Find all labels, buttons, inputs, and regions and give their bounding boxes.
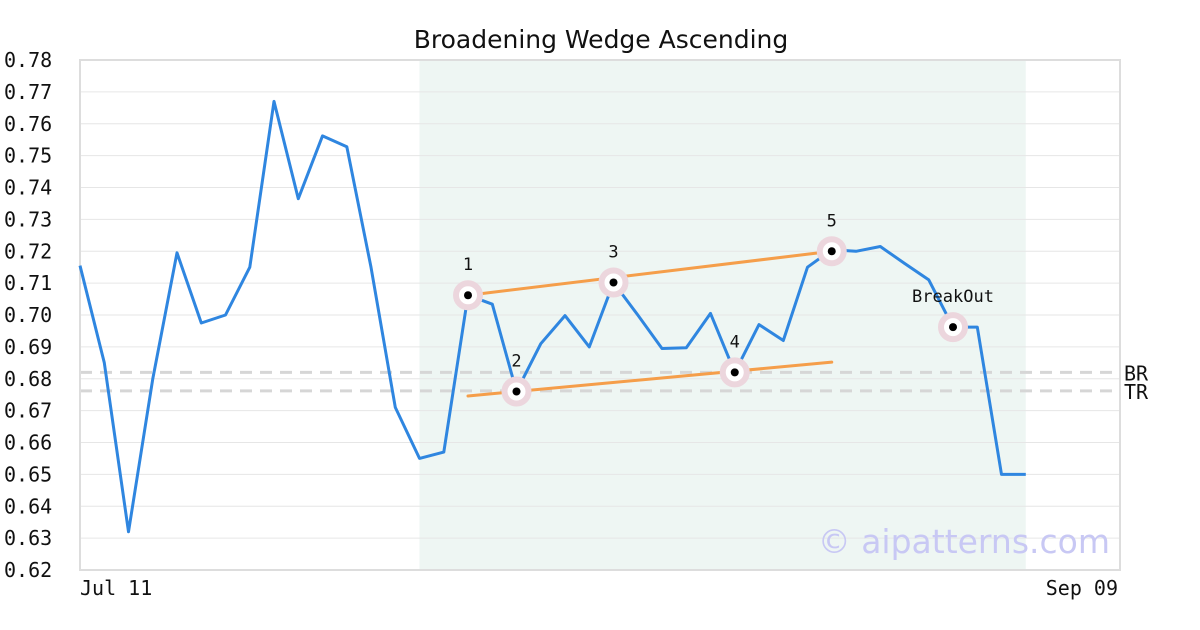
- plot-border: [79, 59, 1121, 571]
- y-tick-label: 0.63: [4, 526, 52, 550]
- y-tick-label: 0.73: [4, 207, 52, 231]
- x-tick-label: Sep 09: [1046, 576, 1118, 600]
- watermark: © aipatterns.com: [818, 522, 1110, 561]
- y-tick-label: 0.72: [4, 239, 52, 263]
- y-tick-label: 0.76: [4, 112, 52, 136]
- chart-title: Broadening Wedge Ascending: [414, 25, 789, 54]
- y-tick-label: 0.70: [4, 303, 52, 327]
- level-label: TR: [1124, 380, 1149, 404]
- pattern-point-label: 3: [608, 242, 618, 262]
- y-tick-label: 0.64: [4, 494, 52, 518]
- pattern-point: [949, 323, 957, 332]
- x-axis-ticks: Jul 11 Sep 09: [80, 576, 1118, 600]
- pattern-point-label: 2: [511, 352, 521, 372]
- y-tick-label: 0.65: [4, 462, 52, 486]
- trendline-upper: [466, 249, 834, 297]
- y-tick-label: 0.71: [4, 271, 52, 295]
- y-tick-label: 0.68: [4, 367, 52, 391]
- y-axis-ticks: 0.78 0.77 0.76 0.75 0.74 0.73 0.72 0.71 0.70 0.69…: [4, 48, 52, 582]
- y-tick-label: 0.77: [4, 80, 52, 104]
- y-tick-label: 0.74: [4, 176, 52, 200]
- pattern-points: 1 2 3 4 5 BreakOut: [453, 211, 994, 407]
- y-tick-label: 0.66: [4, 431, 52, 455]
- pattern-point-label: 5: [827, 211, 837, 231]
- pattern-point-label: 1: [463, 255, 473, 275]
- level-label: BR: [1124, 361, 1149, 385]
- y-tick-label: 0.69: [4, 335, 52, 359]
- pattern-point: [512, 387, 521, 396]
- pattern-point-label: 4: [730, 332, 740, 352]
- y-tick-label: 0.62: [4, 558, 52, 582]
- pattern-point: [827, 247, 836, 256]
- price-line: [78, 99, 1026, 534]
- x-tick-label: Jul 11: [80, 576, 152, 600]
- pattern-point: [730, 368, 739, 377]
- y-tick-label: 0.75: [4, 144, 52, 168]
- y-tick-label: 0.67: [4, 399, 52, 423]
- pattern-point: [464, 291, 472, 300]
- y-tick-label: 0.78: [4, 48, 52, 72]
- pattern-point-label: BreakOut: [912, 287, 994, 307]
- pattern-point: [609, 278, 618, 287]
- price-series: [78, 99, 1026, 534]
